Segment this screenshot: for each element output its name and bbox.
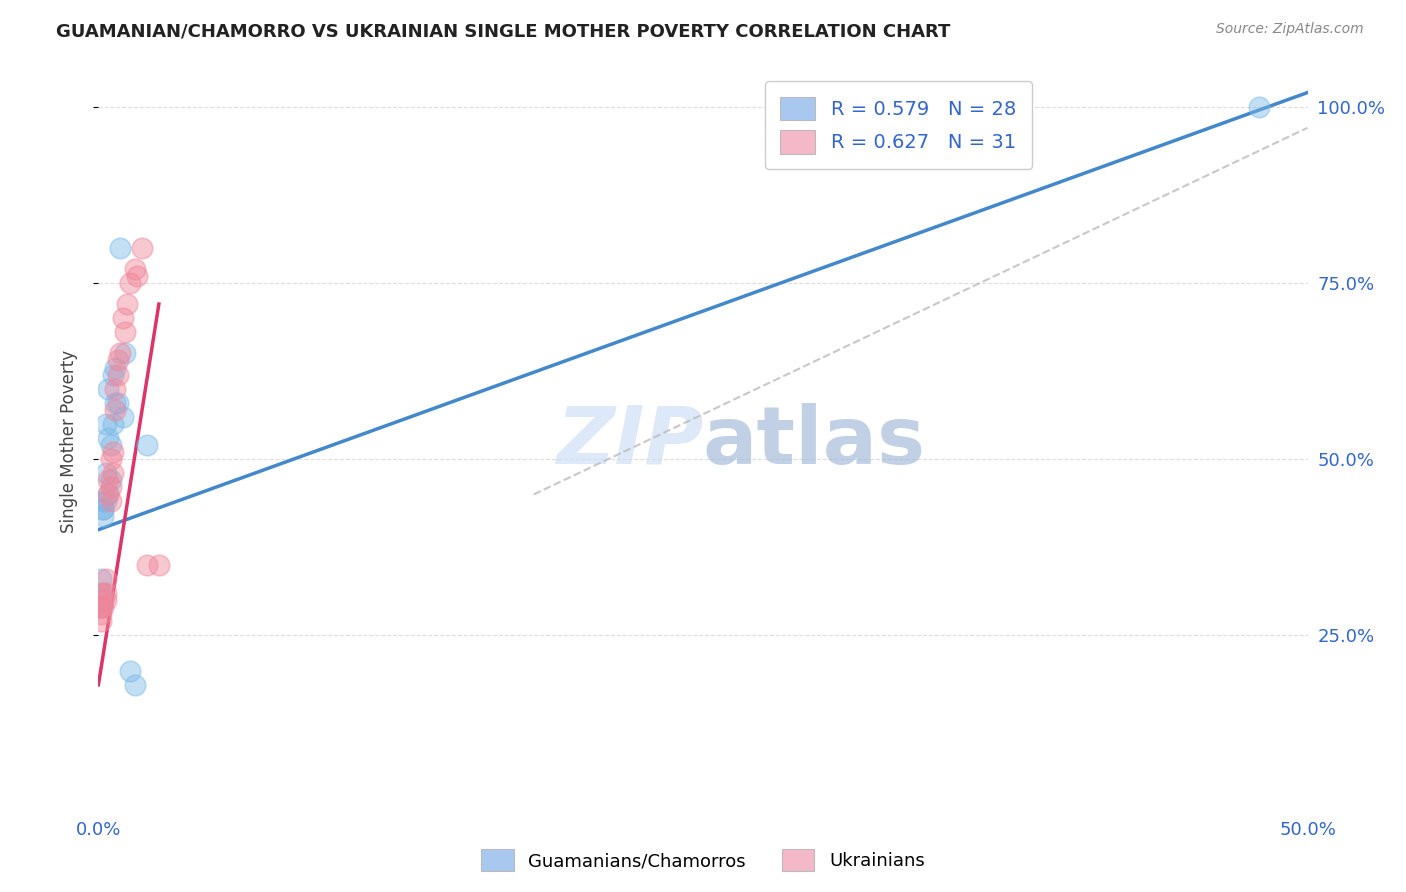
Point	[90, 600, 112, 615]
Point	[91, 586, 114, 600]
Point	[90, 600, 112, 615]
Point	[104, 402, 127, 417]
Text: atlas: atlas	[703, 402, 927, 481]
Point	[100, 452, 122, 467]
Point	[100, 438, 122, 452]
Point	[91, 593, 114, 607]
Point	[148, 558, 170, 572]
Point	[101, 467, 124, 481]
Point	[94, 494, 117, 508]
Point	[101, 368, 124, 382]
Point	[91, 600, 114, 615]
Point	[117, 297, 139, 311]
Point	[91, 508, 114, 523]
Point	[100, 473, 122, 487]
Point	[90, 600, 112, 615]
Point	[101, 445, 124, 459]
Point	[94, 586, 117, 600]
Legend: Guamanians/Chamorros, Ukrainians: Guamanians/Chamorros, Ukrainians	[474, 842, 932, 879]
Point	[108, 346, 131, 360]
Point	[100, 494, 122, 508]
Point	[107, 396, 129, 410]
Text: GUAMANIAN/CHAMORRO VS UKRAINIAN SINGLE MOTHER POVERTY CORRELATION CHART: GUAMANIAN/CHAMORRO VS UKRAINIAN SINGLE M…	[56, 22, 950, 40]
Point	[97, 487, 120, 501]
Point	[108, 241, 131, 255]
Point	[94, 417, 117, 431]
Point	[90, 615, 112, 629]
Point	[90, 593, 112, 607]
Point	[118, 664, 141, 678]
Point	[90, 607, 112, 622]
Text: Source: ZipAtlas.com: Source: ZipAtlas.com	[1216, 22, 1364, 37]
Point	[91, 501, 114, 516]
Legend: R = 0.579   N = 28, R = 0.627   N = 31: R = 0.579 N = 28, R = 0.627 N = 31	[765, 81, 1032, 169]
Point	[111, 409, 134, 424]
Point	[101, 417, 124, 431]
Point	[135, 438, 157, 452]
Point	[97, 382, 120, 396]
Point	[91, 494, 114, 508]
Point	[127, 268, 149, 283]
Point	[94, 467, 117, 481]
Point	[104, 382, 127, 396]
Point	[1249, 100, 1271, 114]
Y-axis label: Single Mother Poverty: Single Mother Poverty	[59, 350, 77, 533]
Point	[104, 396, 127, 410]
Point	[91, 501, 114, 516]
Point	[104, 360, 127, 375]
Point	[94, 593, 117, 607]
Point	[124, 261, 146, 276]
Point	[111, 311, 134, 326]
Point	[107, 368, 129, 382]
Point	[90, 586, 112, 600]
Text: ZIP: ZIP	[555, 402, 703, 481]
Point	[94, 572, 117, 586]
Point	[124, 678, 146, 692]
Point	[97, 431, 120, 445]
Point	[114, 325, 136, 339]
Point	[135, 558, 157, 572]
Point	[100, 480, 122, 494]
Point	[97, 473, 120, 487]
Point	[107, 353, 129, 368]
Point	[90, 572, 112, 586]
Point	[97, 487, 120, 501]
Point	[131, 241, 153, 255]
Point	[114, 346, 136, 360]
Point	[118, 276, 141, 290]
